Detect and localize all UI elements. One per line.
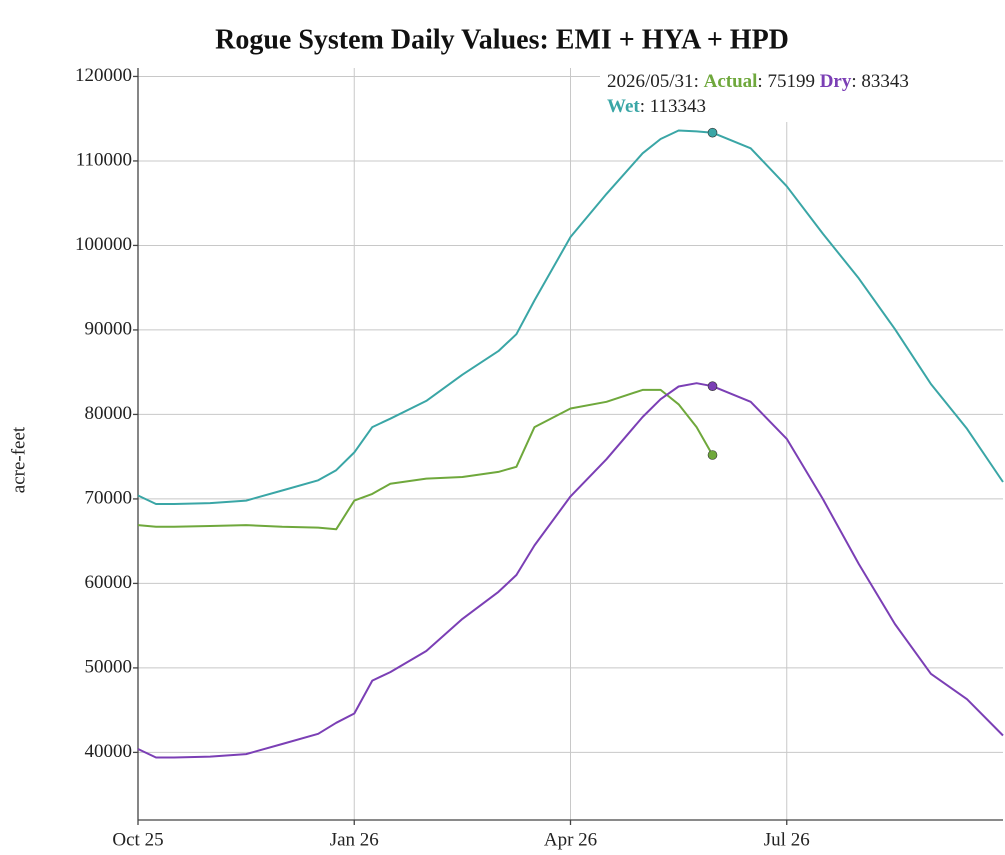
y-tick-label: 100000 [75,234,132,255]
chart: Rogue System Daily Values: EMI + HYA + H… [0,0,1005,855]
series-line [138,390,713,529]
annotation: 2026/05/31: Actual: 75199 Dry: 83343 [607,71,909,92]
annotation-name: Wet [607,96,640,117]
annotation-date: 2026/05/31 [607,71,694,92]
annotation-value: 75199 [767,71,815,92]
y-tick-label: 110000 [76,149,132,170]
y-axis-label: acre-feet [8,426,29,493]
data-point [708,128,717,137]
y-tick-label: 70000 [85,487,133,508]
y-tick-label: 40000 [85,741,133,762]
y-tick-label: 90000 [85,318,133,339]
data-point [708,382,717,391]
y-tick-label: 120000 [75,65,132,86]
x-tick-label: Jul 26 [764,829,810,850]
y-tick-label: 60000 [85,572,133,593]
grid [133,68,1003,825]
x-tick-label: Apr 26 [544,829,597,850]
chart-title: Rogue System Daily Values: EMI + HYA + H… [215,24,789,55]
x-tick-label: Oct 25 [112,829,163,850]
y-tick-label: 80000 [85,403,133,424]
annotation-value: 83343 [861,71,909,92]
x-tick-label: Jan 26 [330,829,379,850]
data-point [708,450,717,459]
annotation-name: Dry [820,71,852,92]
annotation: Wet: 113343 [607,96,706,117]
annotation-value: 113343 [650,96,706,117]
markers [708,128,717,459]
y-tick-label: 50000 [85,656,133,677]
annotation-name: Actual [704,71,758,92]
